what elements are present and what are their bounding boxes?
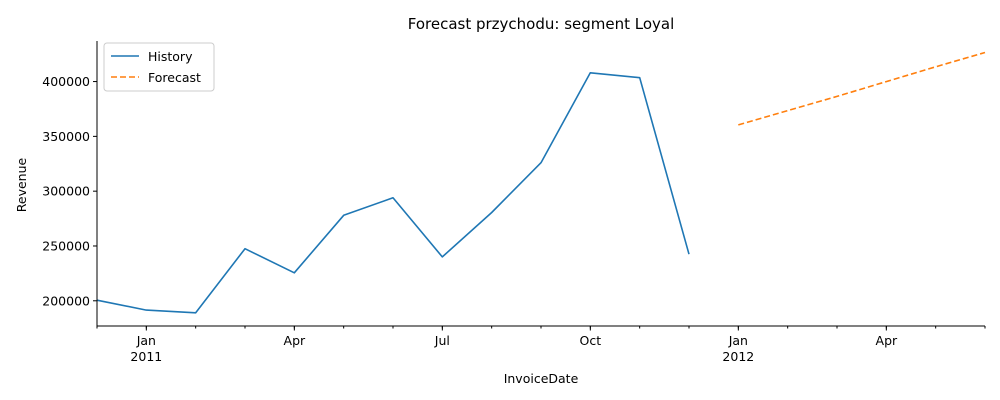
x-tick-label: Oct [580, 333, 602, 348]
series-line-history [96, 72, 690, 314]
legend-frame [103, 42, 215, 92]
y-tick-label: 300000 [42, 184, 90, 199]
x-tick-year-label: 2012 [722, 349, 754, 364]
x-tick-label: Jul [434, 333, 450, 348]
plot-area [96, 51, 986, 314]
y-tick-label: 400000 [42, 74, 90, 89]
x-tick-label: Jan [728, 333, 748, 348]
y-tick-label: 250000 [42, 238, 90, 253]
chart-title: Forecast przychodu: segment Loyal [408, 15, 675, 33]
y-tick-label: 350000 [42, 129, 90, 144]
y-axis-label: Revenue [14, 157, 29, 212]
legend-label-history: History [148, 49, 193, 64]
axes: 200000250000300000350000400000Jan2011Apr… [42, 41, 986, 364]
y-tick-label: 200000 [42, 293, 90, 308]
x-axis-label: InvoiceDate [504, 371, 579, 386]
x-tick-year-label: 2011 [130, 349, 162, 364]
legend-label-forecast: Forecast [148, 70, 201, 85]
x-tick-label: Jan [136, 333, 156, 348]
x-tick-label: Apr [284, 333, 306, 348]
series-line-forecast [738, 51, 986, 126]
legend: History Forecast [103, 42, 215, 92]
x-tick-label: Apr [876, 333, 898, 348]
